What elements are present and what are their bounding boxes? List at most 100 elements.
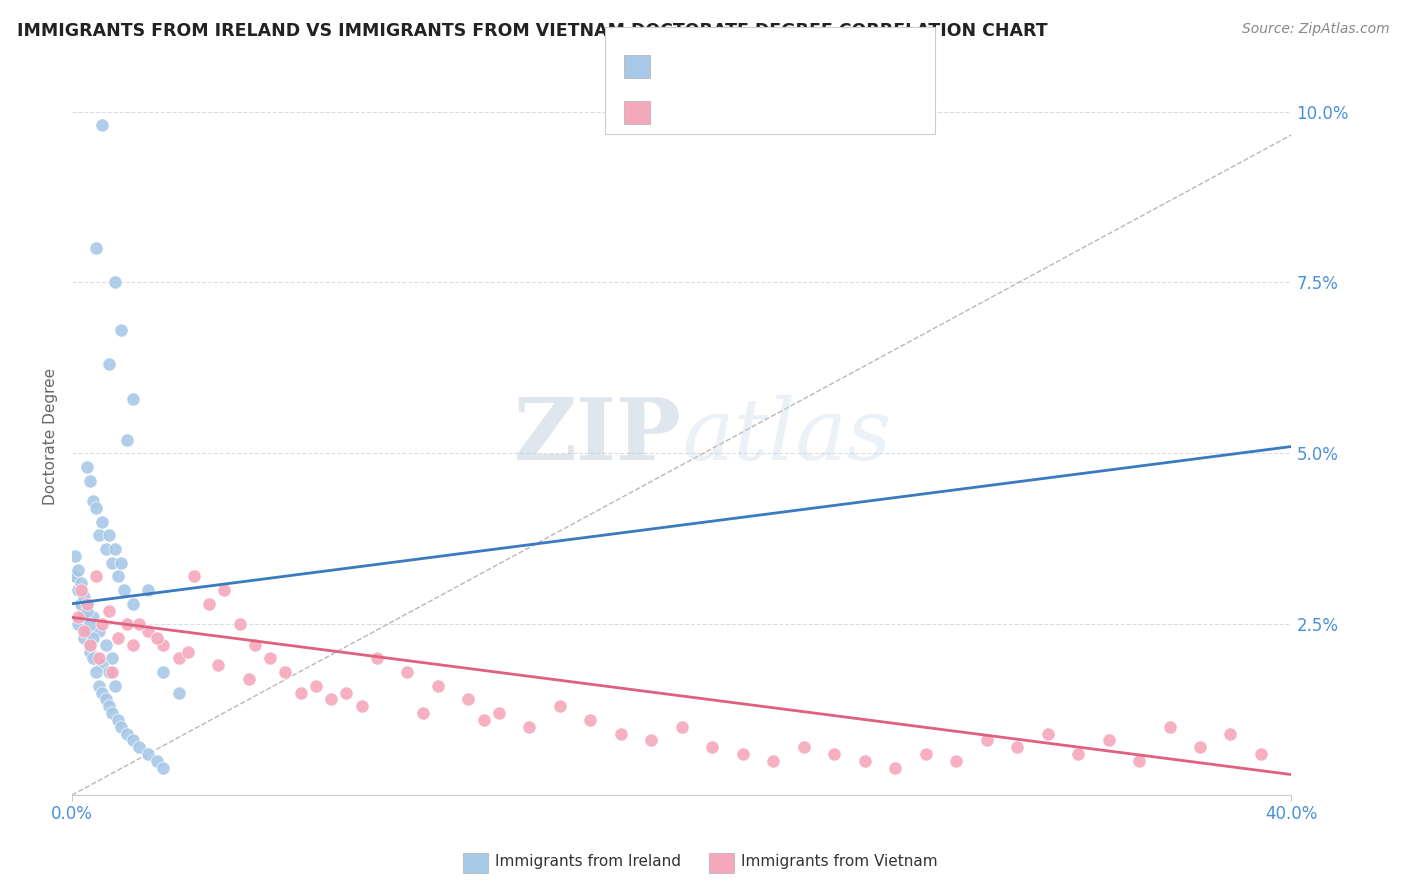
Point xyxy=(91,515,114,529)
Text: R =: R = xyxy=(658,103,689,120)
Point xyxy=(290,685,312,699)
Point xyxy=(112,582,135,597)
Point xyxy=(63,569,86,583)
Point xyxy=(89,651,111,665)
Point xyxy=(107,713,129,727)
Point xyxy=(91,685,114,699)
Text: R =: R = xyxy=(658,56,689,75)
Point xyxy=(94,692,117,706)
Point xyxy=(177,644,200,658)
Point xyxy=(100,556,122,570)
Point xyxy=(67,610,90,624)
Point xyxy=(914,747,936,761)
Point xyxy=(97,699,120,714)
Point xyxy=(82,651,104,665)
Point xyxy=(107,631,129,645)
Point xyxy=(86,651,108,665)
Text: 65: 65 xyxy=(830,103,851,120)
Point xyxy=(136,747,159,761)
Point xyxy=(167,685,190,699)
Point xyxy=(1159,720,1181,734)
Point xyxy=(110,323,132,337)
Point xyxy=(976,733,998,747)
Point xyxy=(73,610,96,624)
Point xyxy=(305,679,328,693)
Point xyxy=(472,713,495,727)
Point xyxy=(945,754,967,768)
Point xyxy=(793,740,815,755)
Text: 67: 67 xyxy=(830,56,851,75)
Point xyxy=(67,562,90,576)
Point xyxy=(73,590,96,604)
Point xyxy=(671,720,693,734)
Point xyxy=(207,658,229,673)
Point xyxy=(136,624,159,638)
Point xyxy=(86,569,108,583)
Point xyxy=(146,754,169,768)
Point xyxy=(67,617,90,632)
Point xyxy=(1219,726,1241,740)
Point xyxy=(548,699,571,714)
Point xyxy=(517,720,540,734)
Text: N =: N = xyxy=(780,56,811,75)
Point xyxy=(115,433,138,447)
Point xyxy=(426,679,449,693)
Point xyxy=(110,556,132,570)
Point xyxy=(128,617,150,632)
Point xyxy=(136,582,159,597)
Point xyxy=(100,651,122,665)
Point xyxy=(73,624,96,638)
Point xyxy=(152,665,174,679)
Point xyxy=(762,754,785,768)
Point xyxy=(79,638,101,652)
Point xyxy=(1128,754,1150,768)
Text: -0.450: -0.450 xyxy=(707,103,761,120)
Point xyxy=(89,679,111,693)
Point xyxy=(335,685,357,699)
Point xyxy=(94,638,117,652)
Text: IMMIGRANTS FROM IRELAND VS IMMIGRANTS FROM VIETNAM DOCTORATE DEGREE CORRELATION : IMMIGRANTS FROM IRELAND VS IMMIGRANTS FR… xyxy=(17,22,1047,40)
Point xyxy=(396,665,419,679)
Y-axis label: Doctorate Degree: Doctorate Degree xyxy=(44,368,58,505)
Point xyxy=(350,699,373,714)
Point xyxy=(122,638,145,652)
Point xyxy=(100,706,122,720)
Point xyxy=(86,665,108,679)
Point xyxy=(104,679,127,693)
Point xyxy=(183,569,205,583)
Point xyxy=(259,651,281,665)
Point xyxy=(1067,747,1090,761)
Point xyxy=(243,638,266,652)
Point xyxy=(104,541,127,556)
Point xyxy=(1005,740,1028,755)
Point xyxy=(79,474,101,488)
Point xyxy=(128,740,150,755)
Point xyxy=(488,706,510,720)
Point xyxy=(97,665,120,679)
Point xyxy=(73,631,96,645)
Point xyxy=(91,118,114,132)
Point xyxy=(610,726,633,740)
Point xyxy=(238,672,260,686)
Point xyxy=(366,651,388,665)
Point xyxy=(1097,733,1119,747)
Point xyxy=(122,597,145,611)
Point xyxy=(321,692,343,706)
Point xyxy=(115,617,138,632)
Point xyxy=(110,720,132,734)
Point xyxy=(79,617,101,632)
Point xyxy=(82,610,104,624)
Point xyxy=(94,541,117,556)
Point xyxy=(115,726,138,740)
Point xyxy=(70,576,93,591)
Text: Source: ZipAtlas.com: Source: ZipAtlas.com xyxy=(1241,22,1389,37)
Point xyxy=(214,582,236,597)
Point xyxy=(853,754,876,768)
Text: 0.157: 0.157 xyxy=(717,56,765,75)
Point xyxy=(89,528,111,542)
Point xyxy=(97,358,120,372)
Point xyxy=(731,747,754,761)
Point xyxy=(86,241,108,255)
Point xyxy=(702,740,724,755)
Point xyxy=(67,582,90,597)
